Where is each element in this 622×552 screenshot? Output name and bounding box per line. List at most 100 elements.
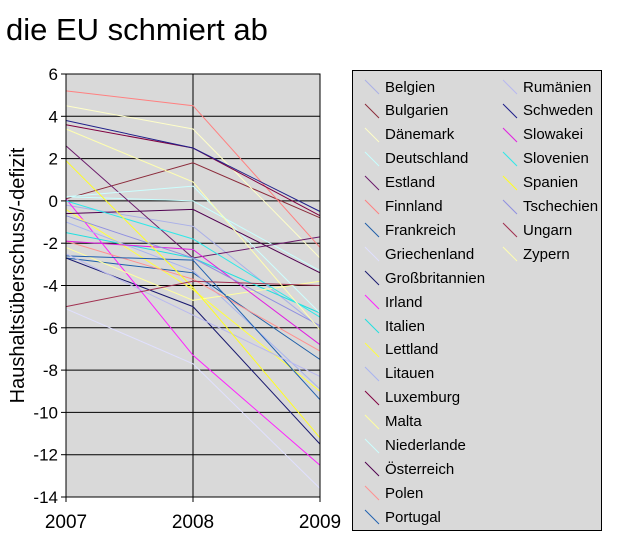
legend-label: Slovenien [523,150,589,168]
legend-swatch [502,175,518,190]
legend-swatch [364,366,380,382]
series-line-Österreich [65,208,321,274]
legend-item: Litauen [363,363,434,385]
legend-swatch [364,390,380,406]
legend-label: Italien [385,317,426,335]
series-line-Rumänien [65,253,321,377]
legend-item: Belgien [363,76,435,98]
x-tick-label: 2007 [45,512,87,533]
legend-label: Polen [385,484,424,502]
legend-swatch [364,318,380,334]
legend-label: Griechenland [385,245,475,263]
legend-swatch [364,223,380,238]
legend-item: Niederlande [363,435,466,457]
legend-item: Großbritannien [363,267,485,289]
legend-item: Luxemburg [363,387,460,409]
series-line-Schweden [65,120,321,212]
series-line-Dänemark [65,105,321,259]
y-tick-label: -8 [43,361,58,380]
legend-swatch [502,79,518,95]
legend-item: Ungarn [501,219,572,241]
series-line-Litauen [65,221,321,390]
y-tick-label: -10 [33,403,58,422]
legend-item: Irland [363,291,423,313]
series-line-Malta [65,246,321,301]
legend-label: Schweden [523,102,594,120]
legend-label: Frankreich [385,221,456,239]
y-axis-label: Haushaltsüberschuss/-defizit [7,147,29,403]
series-line-Ungarn [65,280,321,308]
legend-item: Deutschland [363,148,468,170]
y-tick-label: -14 [33,488,58,507]
series-line-Tschechien [65,215,321,327]
legend-swatch [502,151,518,167]
legend-swatch [364,175,380,190]
series-line-Portugal [65,255,321,401]
legend-label: Rumänien [523,78,592,96]
legend-item: Malta [363,411,422,433]
legend-swatch [364,127,380,143]
series-line-Slovenien [65,200,321,318]
legend-swatch [364,342,380,358]
legend-item: Griechenland [363,243,474,265]
legend-label: Ungarn [523,221,573,239]
legend-label: Großbritannien [385,269,486,287]
legend-label: Luxemburg [385,389,461,407]
legend-label: Zypern [523,245,570,263]
legend-item: Österreich [363,458,454,480]
legend-swatch [502,103,518,119]
legend-item: Rumänien [501,76,591,98]
legend-item: Schweden [501,100,593,122]
legend-label: Malta [385,413,422,431]
x-tick-label: 2009 [299,512,341,533]
legend-swatch [364,103,380,119]
legend-label: Portugal [385,508,441,526]
series-line-Lettland [65,208,321,392]
legend-item: Bulgarien [363,100,448,122]
x-tick-label: 2008 [172,512,214,533]
legend-label: Tschechien [523,198,599,215]
legend-item: Finnland [363,196,443,218]
y-tick-label: -12 [33,446,58,465]
legend-item: Dänemark [363,124,454,146]
series-line-Frankreich [65,257,321,360]
legend-label: Bulgarien [385,102,449,120]
y-tick-label: 0 [49,192,58,211]
y-tick-label: 2 [49,150,58,169]
legend-item: Lettland [363,339,438,361]
plot-border [65,73,321,498]
legend-swatch [364,438,380,453]
legend-item: Zypern [501,243,570,265]
legend-label: Belgien [385,78,436,96]
series-line-Finnland [65,90,321,248]
series-line-Spanien [65,160,321,439]
legend-swatch [364,414,380,429]
legend-swatch [502,199,518,214]
legend-swatch [364,509,380,525]
series-line-Zypern [65,128,321,331]
legend-label: Finnland [385,198,443,215]
legend-label: Slowakei [523,126,584,144]
legend-swatch [364,151,380,167]
chart-title: die EU schmiert ab [6,12,268,47]
legend-item: Polen [363,482,423,504]
legend-item: Portugal [363,506,441,528]
series-line-Slowakei [65,240,321,346]
legend-item: Frankreich [363,219,456,241]
legend-label: Estland [385,174,436,192]
y-tick-label: 6 [49,65,58,84]
legend-swatch [364,246,380,262]
legend-item: Tschechien [501,196,598,218]
series-line-Niederlande [65,185,321,314]
series-line-Polen [65,240,321,352]
legend-item: Estland [363,172,435,194]
legend-swatch [364,485,380,501]
legend-item: Slovenien [501,148,589,170]
legend-label: Niederlande [385,437,466,454]
legend-label: Lettland [385,341,439,359]
legend-swatch [364,270,380,286]
chart-legend: Belgien Bulgarien Dänemark Deutschland Estla… [352,70,602,531]
series-line-Griechenland [65,308,321,489]
legend-swatch [364,79,380,95]
legend-label: Österreich [385,460,455,478]
